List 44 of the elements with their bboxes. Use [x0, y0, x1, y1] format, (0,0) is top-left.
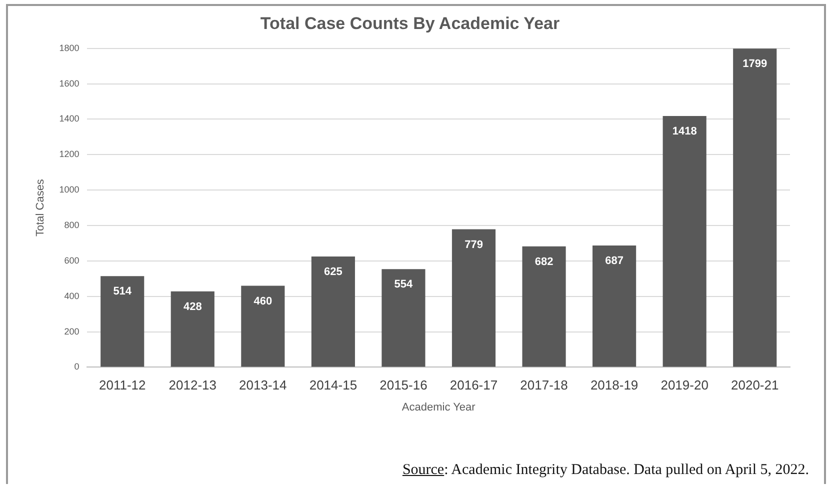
- data-label: 428: [183, 300, 202, 313]
- x-tick-label: 2011-12: [98, 378, 146, 393]
- x-tick-label: 2016-17: [450, 378, 498, 393]
- data-label: 625: [324, 266, 342, 278]
- chart-title: Total Case Counts By Academic Year: [260, 14, 560, 33]
- bar: [241, 286, 285, 367]
- bar: [311, 256, 355, 367]
- bar: [662, 116, 706, 367]
- bar: [733, 48, 777, 367]
- x-tick-label: 2013-14: [239, 378, 287, 393]
- bar: [592, 246, 636, 367]
- y-axis-title: Total Cases: [34, 178, 47, 237]
- source-note: Source: Academic Integrity Database. Data pulled on April 5, 2022.: [402, 462, 809, 479]
- data-label: 1418: [672, 126, 697, 138]
- y-tick-label: 800: [64, 220, 80, 230]
- data-label: 1799: [742, 58, 768, 70]
- y-tick-label: 0: [74, 362, 80, 372]
- x-axis-title: Academic Year: [402, 401, 476, 414]
- y-tick-label: 1600: [59, 78, 80, 88]
- y-tick-label: 400: [64, 290, 80, 301]
- y-tick-label: 600: [64, 255, 80, 266]
- x-tick-label: 2019-20: [660, 378, 708, 393]
- x-tick-label: 2014-15: [309, 378, 358, 393]
- y-tick-label: 1400: [59, 114, 80, 124]
- x-tick-label: 2015-16: [380, 378, 428, 393]
- y-tick-label: 1000: [59, 184, 80, 195]
- data-label: 687: [605, 255, 624, 268]
- data-label: 682: [534, 256, 554, 268]
- bar: [522, 246, 566, 367]
- x-tick-label: 2018-19: [590, 378, 638, 393]
- y-tick-label: 1200: [59, 149, 80, 160]
- data-label: 554: [394, 278, 414, 291]
- x-tick-label: 2017-18: [520, 378, 568, 393]
- x-tick-label: 2012-13: [168, 378, 216, 393]
- x-tick-label: 2020-21: [731, 378, 779, 393]
- bar: [382, 269, 426, 367]
- data-label: 460: [254, 295, 272, 308]
- data-label: 779: [464, 238, 483, 251]
- bar: [452, 229, 496, 367]
- data-label: 514: [113, 286, 132, 298]
- bar: [100, 276, 144, 367]
- y-tick-label: 1800: [59, 42, 80, 53]
- bar: [170, 291, 214, 367]
- y-tick-label: 200: [64, 326, 80, 336]
